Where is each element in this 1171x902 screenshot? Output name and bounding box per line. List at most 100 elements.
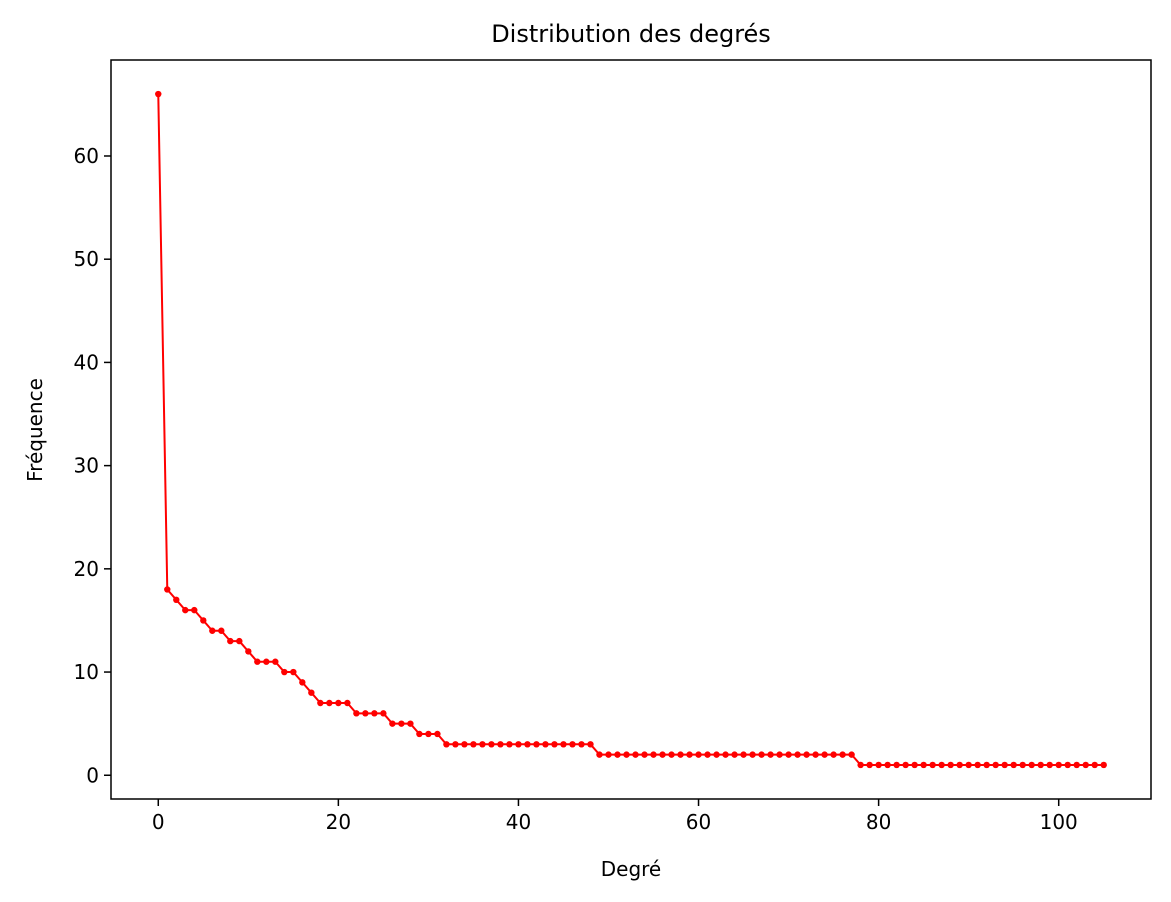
degree-point: [992, 761, 999, 769]
degree-point: [173, 596, 180, 603]
degree-point: [362, 710, 369, 717]
degree-point: [974, 761, 981, 769]
degree-point: [200, 617, 207, 624]
degree-point: [335, 699, 342, 707]
degree-point: [524, 741, 531, 748]
degree-point: [884, 761, 891, 769]
y-tick-label: 50: [74, 247, 99, 271]
degree-point: [1019, 761, 1026, 769]
degree-point: [542, 741, 549, 748]
degree-point: [713, 751, 720, 758]
degree-point: [1100, 761, 1107, 769]
degree-point: [425, 730, 432, 738]
y-tick-label: 10: [74, 660, 99, 684]
degree-point: [155, 90, 162, 98]
x-axis: 0 20 40 60 80 100: [152, 799, 1078, 834]
degree-point: [1082, 761, 1089, 769]
degree-point: [1064, 761, 1071, 769]
degree-point: [695, 751, 702, 758]
degree-point: [722, 751, 729, 758]
degree-point: [776, 751, 783, 758]
degree-point: [641, 751, 648, 758]
degree-point: [812, 751, 819, 758]
y-tick-label: 60: [74, 144, 99, 168]
degree-point: [965, 761, 972, 769]
degree-point: [875, 761, 882, 769]
degree-point: [227, 637, 234, 645]
degree-point: [902, 761, 909, 769]
x-tick-label: 0: [152, 810, 165, 834]
degree-point: [245, 648, 252, 655]
degree-point: [560, 741, 567, 748]
degree-point: [1091, 761, 1098, 769]
axes-frame: [110, 59, 1152, 800]
x-tick-label: 100: [1040, 810, 1078, 834]
degree-point: [506, 741, 513, 748]
degree-point: [209, 627, 216, 634]
degree-point: [380, 710, 387, 717]
degree-point: [254, 658, 261, 665]
degree-point: [236, 637, 243, 645]
degree-point: [920, 761, 927, 769]
degree-point: [1010, 761, 1017, 769]
degree-point: [281, 668, 288, 676]
degree-point: [497, 741, 504, 748]
degree-point: [416, 730, 423, 738]
chart-title: Distribution des degrés: [491, 20, 771, 48]
x-tick-label: 40: [506, 810, 531, 834]
degree-point: [866, 761, 873, 769]
degree-point: [578, 741, 585, 748]
degree-point: [488, 741, 495, 748]
degree-point: [272, 658, 279, 665]
degree-point: [479, 741, 486, 748]
degree-point: [740, 751, 747, 758]
degree-point: [182, 606, 189, 614]
y-tick-label: 40: [74, 350, 99, 374]
degree-point: [803, 751, 810, 758]
degree-point: [839, 751, 846, 758]
degree-point: [515, 741, 522, 748]
plot-area: 0 20 40 60 80 100 0 10 20 30 40 50 60: [74, 59, 1152, 834]
degree-point: [1037, 761, 1044, 769]
degree-point: [659, 751, 666, 758]
degree-point: [1055, 761, 1062, 769]
degree-point: [434, 730, 441, 738]
degree-point: [686, 751, 693, 758]
degree-point: [893, 761, 900, 769]
degree-point: [911, 761, 918, 769]
degree-point: [830, 751, 837, 758]
y-axis: 0 10 20 30 40 50 60: [74, 144, 111, 787]
degree-point: [821, 751, 828, 758]
degree-point: [857, 761, 864, 769]
degree-point: [569, 741, 576, 748]
degree-point: [1073, 761, 1080, 769]
degree-point: [794, 751, 801, 758]
degree-point: [767, 751, 774, 758]
x-tick-label: 20: [326, 810, 351, 834]
degree-point: [650, 751, 657, 758]
x-tick-label: 60: [686, 810, 711, 834]
degree-point: [191, 606, 198, 614]
degree-point: [758, 751, 765, 758]
degree-point: [398, 720, 405, 727]
degree-point: [317, 699, 324, 707]
x-axis-label: Degré: [601, 857, 662, 881]
degree-point: [614, 751, 621, 758]
degree-point: [596, 751, 603, 758]
degree-point: [731, 751, 738, 758]
degree-point: [371, 710, 378, 717]
degree-point: [551, 741, 558, 748]
degree-point: [389, 720, 396, 727]
degree-point: [452, 741, 459, 748]
degree-point: [290, 668, 297, 676]
degree-point: [938, 761, 945, 769]
series-layer: [155, 90, 1107, 769]
degree-point: [623, 751, 630, 758]
degree-point: [263, 658, 270, 665]
degree-point: [587, 741, 594, 748]
degree-point: [1001, 761, 1008, 769]
y-tick-label: 20: [74, 557, 99, 581]
degree-point: [749, 751, 756, 758]
